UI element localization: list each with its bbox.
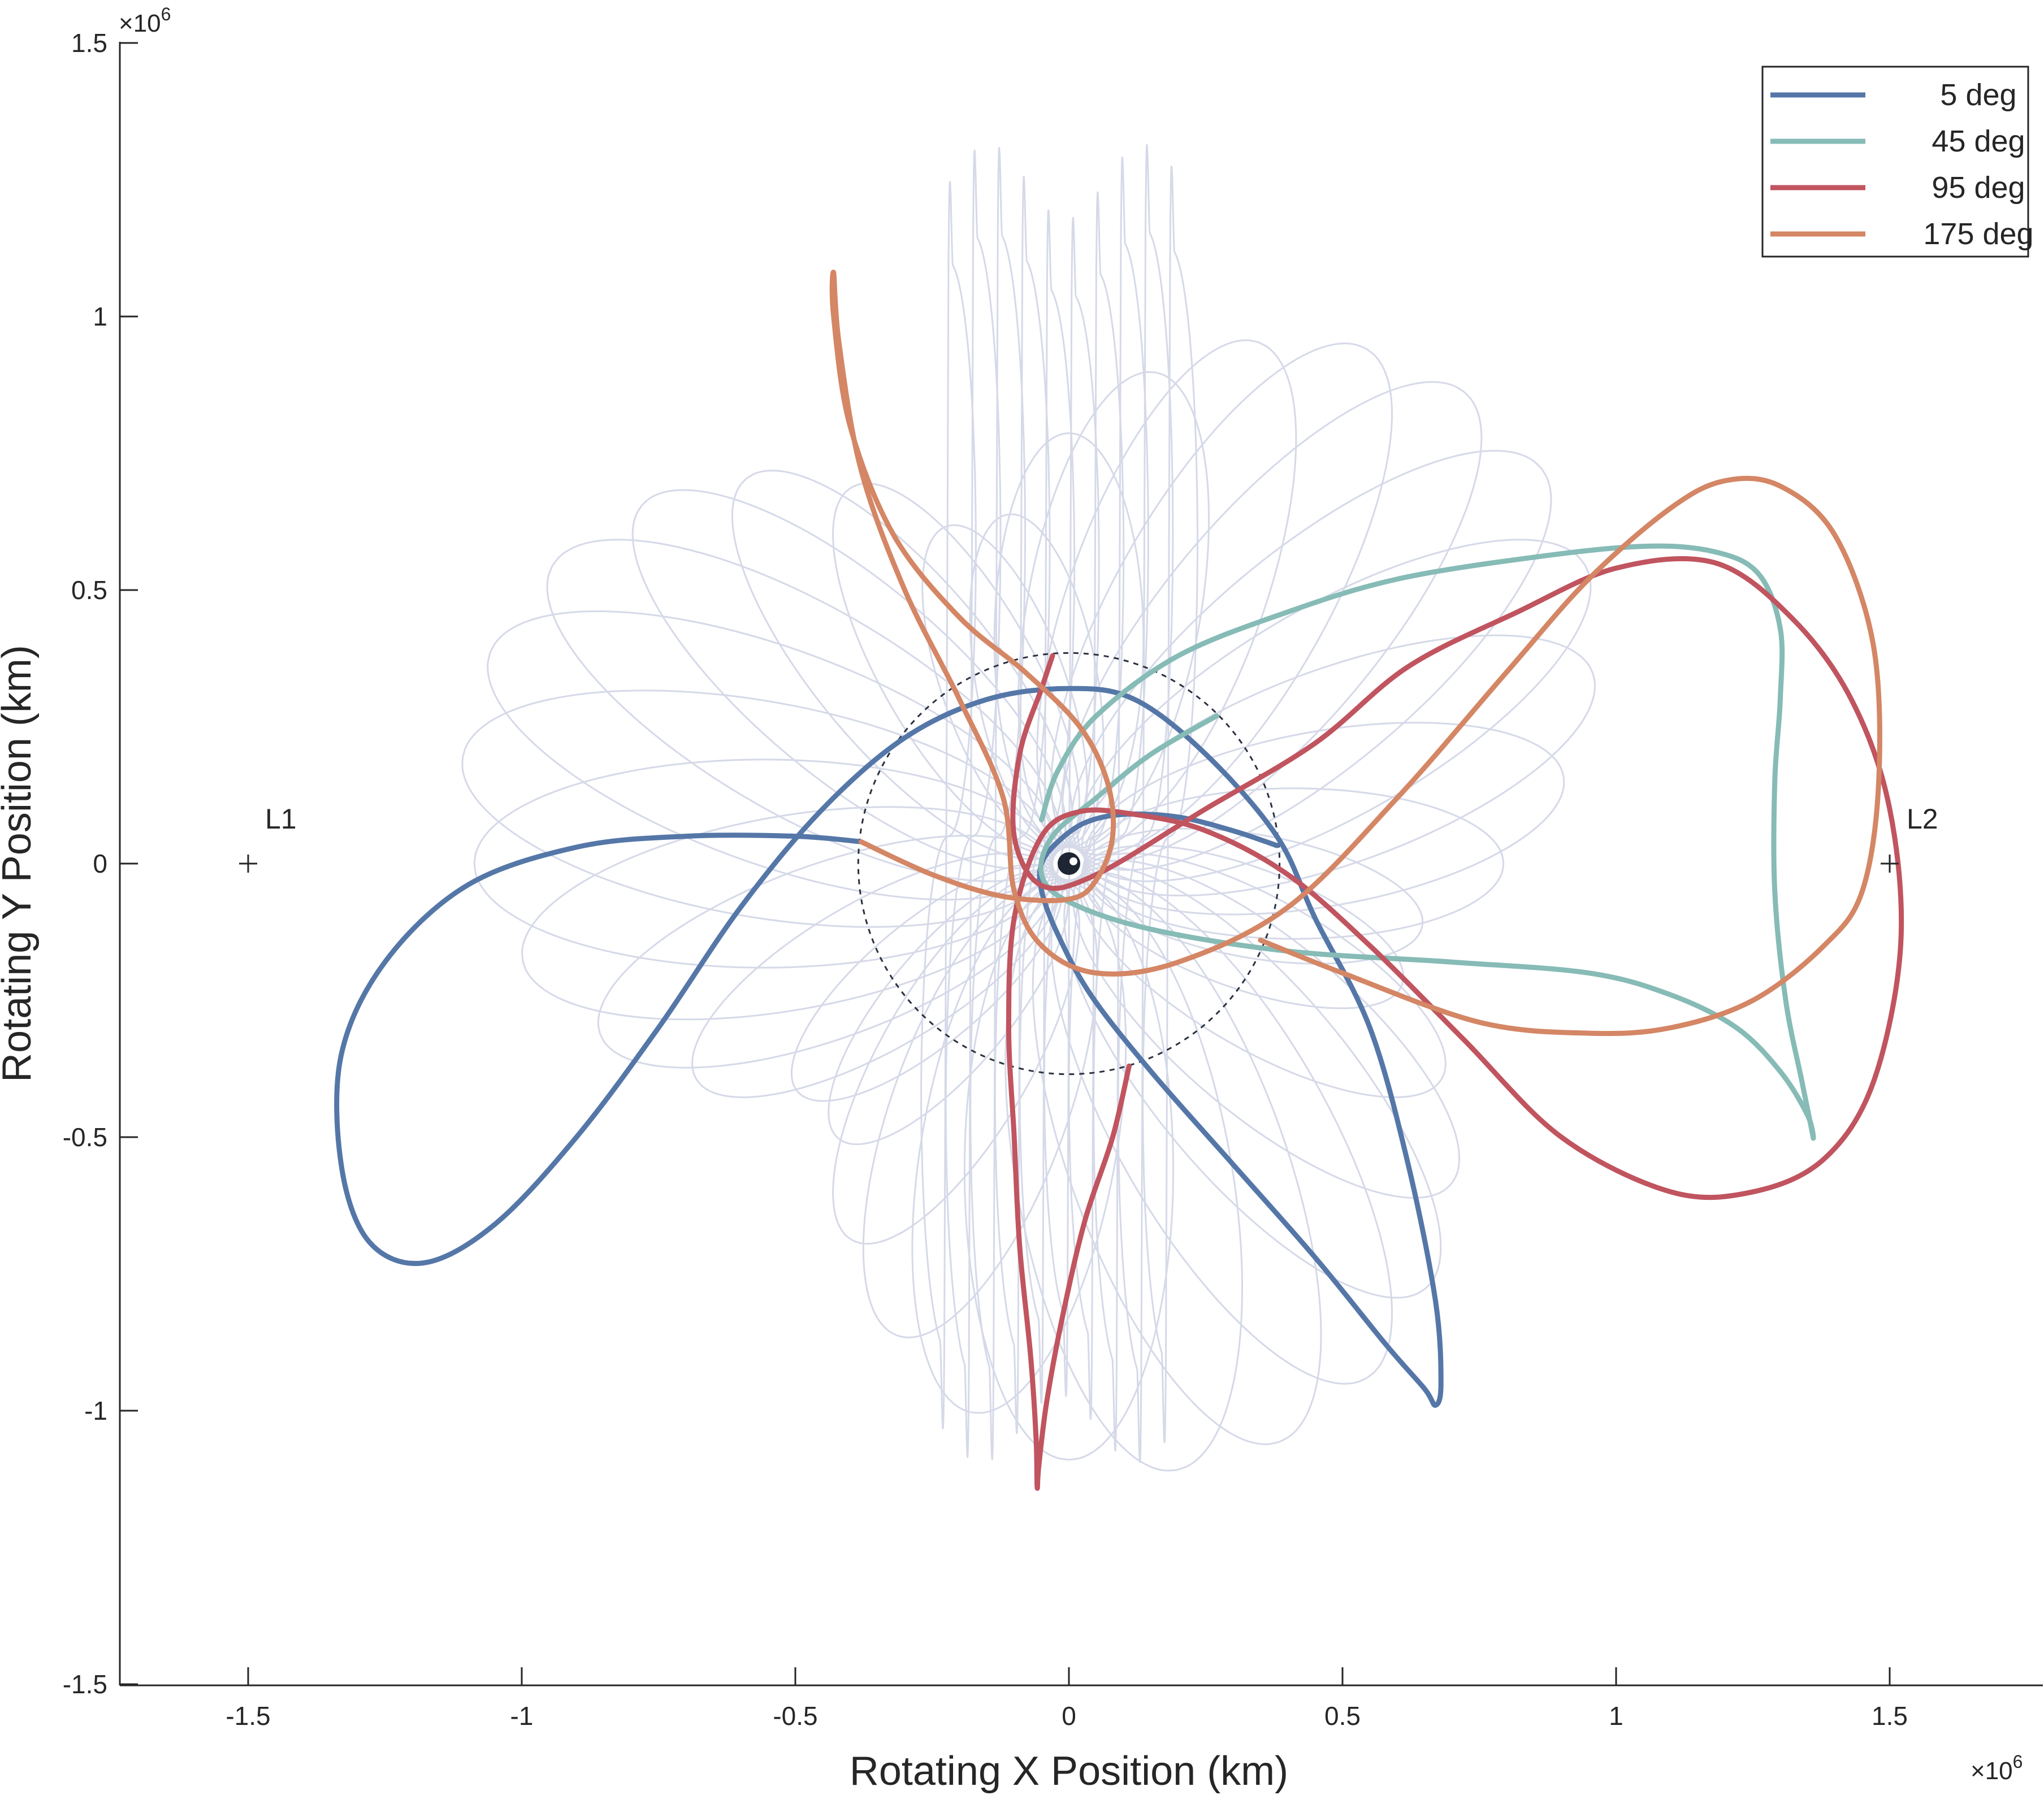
point-label: L2 xyxy=(1907,803,1938,835)
background-trajectory xyxy=(1019,209,1076,1404)
point-label: L1 xyxy=(265,803,297,835)
legend-label: 95 deg xyxy=(1932,171,2025,205)
y-tick-label: 0.5 xyxy=(71,575,107,605)
legend-label: 45 deg xyxy=(1932,124,2025,158)
background-trajectory xyxy=(969,147,1027,1460)
background-trajectory xyxy=(597,835,1056,1069)
background-trajectory xyxy=(1078,852,1447,1098)
series-line-1 xyxy=(334,686,1444,1408)
y-ticks: -1.5 -1 -0.5 0 0.5 1 1.5 xyxy=(63,28,138,1699)
y-tick-label: 1.5 xyxy=(71,28,107,58)
x-tick-label: 0.5 xyxy=(1324,1701,1361,1731)
background-trajectory xyxy=(945,149,1002,1458)
y-tick-label: -1.5 xyxy=(63,1670,107,1699)
y-tick-label: 0 xyxy=(93,849,107,878)
background-trajectory xyxy=(832,482,1080,855)
x-ticks: -1.5 -1 -0.5 0 0.5 1 1.5 xyxy=(226,1667,1908,1731)
reference-circle xyxy=(857,652,1281,1076)
y-tick-label: -0.5 xyxy=(63,1122,107,1152)
x-tick-label: 1.5 xyxy=(1872,1701,1908,1731)
central-body-highlight xyxy=(1069,857,1077,865)
x-tick-label: 1 xyxy=(1609,1701,1623,1731)
legend-label: 5 deg xyxy=(1940,78,2016,112)
legend-box xyxy=(1761,66,2029,258)
axes: -1.5 -1 -0.5 0 0.5 1 1.5 -1.5 -1 -0.5 0 0.5 1 1.5 xyxy=(63,28,2043,1731)
central-body-marker xyxy=(1058,852,1080,875)
background-trajectory xyxy=(1043,216,1100,1397)
background-trajectory xyxy=(994,176,1051,1434)
x-axis-title: Rotating X Position (km) xyxy=(850,1749,1288,1794)
legend-label: 175 deg xyxy=(1923,217,2033,251)
legend: 5 deg 45 deg 95 deg 175 deg xyxy=(1761,66,2034,258)
background-trajectory xyxy=(1068,191,1125,1420)
series-line-3 xyxy=(1006,556,1904,1491)
background-trajectories xyxy=(461,144,1596,1472)
background-trajectory xyxy=(1084,827,1424,965)
y-tick-label: -1 xyxy=(84,1396,107,1425)
x-tick-label: -0.5 xyxy=(773,1701,817,1731)
central-body xyxy=(1058,852,1080,875)
x-tick-label: 0 xyxy=(1062,1701,1076,1731)
background-trajectory xyxy=(1142,166,1199,1443)
background-trajectory xyxy=(461,690,1054,928)
background-trajectory xyxy=(1093,156,1149,1452)
lagrange-points: L1 L2 xyxy=(239,803,1938,873)
background-trajectory xyxy=(473,758,1054,969)
y-scale-factor: ×106 xyxy=(119,4,171,37)
series-line-4 xyxy=(829,270,1882,1037)
series-line-2 xyxy=(1038,543,1816,1141)
x-scale-factor: ×106 xyxy=(1971,1751,2023,1785)
y-tick-label: 1 xyxy=(93,302,107,331)
x-tick-label: -1 xyxy=(510,1701,534,1731)
y-axis-title: Rotating Y Position (km) xyxy=(0,645,40,1082)
series-lines xyxy=(334,270,1904,1491)
x-tick-label: -1.5 xyxy=(226,1701,270,1731)
background-trajectory xyxy=(1117,144,1174,1463)
